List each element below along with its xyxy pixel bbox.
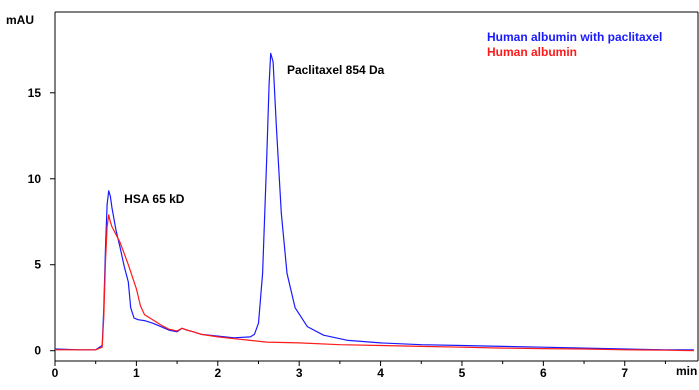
x-tick-label: 2 (214, 366, 221, 380)
y-tick-label: 5 (34, 258, 41, 272)
x-tick-label: 0 (52, 366, 59, 380)
legend: Human albumin with paclitaxel Human albu… (487, 30, 662, 59)
series-layer (54, 52, 694, 352)
series-line-human-albumin (55, 214, 694, 352)
plot-frame (54, 11, 699, 362)
x-tick-label: 1 (133, 366, 140, 380)
y-axis-unit-label: mAU (6, 13, 34, 27)
y-tick-label: 0 (34, 344, 41, 358)
x-tick-label: 6 (540, 366, 547, 380)
y-tick-label: 10 (28, 172, 42, 186)
annotation-paclitaxel: Paclitaxel 854 Da (287, 63, 385, 77)
x-axis-unit-label: min (676, 364, 697, 378)
annotation-hsa: HSA 65 kD (124, 192, 185, 206)
y-axis-ticks: 0 5 10 15 (28, 86, 55, 358)
x-tick-label: 5 (459, 366, 466, 380)
x-tick-label: 4 (377, 366, 384, 380)
x-tick-label: 7 (621, 366, 628, 380)
legend-entry-with-paclitaxel: Human albumin with paclitaxel (487, 30, 662, 44)
annotation-layer: HSA 65 kD Paclitaxel 854 Da (124, 63, 385, 206)
legend-entry-human-albumin: Human albumin (487, 45, 577, 59)
x-axis-ticks: 0 1 2 3 4 5 6 7 (52, 361, 666, 380)
y-tick-label: 15 (28, 86, 42, 100)
x-tick-label: 3 (296, 366, 303, 380)
